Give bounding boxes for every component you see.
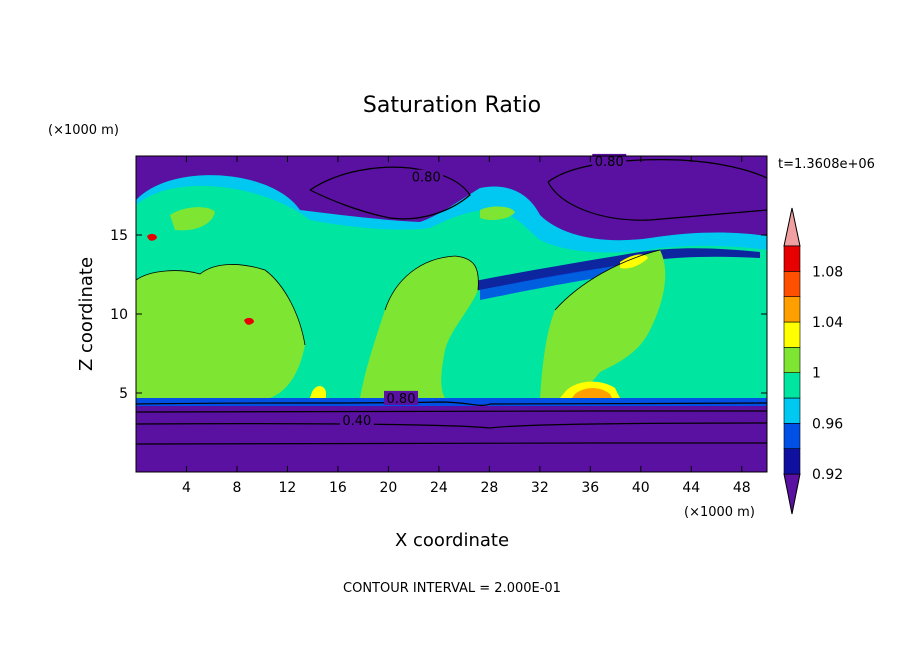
contour-080-top-right: [547, 159, 767, 221]
x-tick-label: 40: [632, 480, 650, 496]
x-tick-label: 4: [182, 480, 191, 496]
low-dry-layer: [136, 406, 767, 472]
cloud-bulge-top: [480, 206, 515, 220]
x-tick-label: 8: [232, 480, 241, 496]
yellow-spot-3: [620, 254, 648, 269]
x-tick-label: 44: [682, 480, 700, 496]
x-axis-label: X coordinate: [395, 530, 509, 551]
y-unit-label: (×1000 m): [48, 123, 119, 138]
cloud-contour: [136, 249, 661, 346]
contour-020-low: [136, 441, 767, 445]
x-tick-label: 48: [733, 480, 751, 496]
cloud-bulge-center: [360, 256, 479, 398]
contour-label-backdrop: [384, 390, 419, 405]
x-tick-label: 24: [430, 480, 448, 496]
yellow-spot-2: [310, 386, 326, 398]
red-spot: [244, 317, 254, 325]
red-spot-2: [147, 233, 157, 241]
colorbar-swatch: [783, 271, 801, 297]
x-tick-label: 32: [531, 480, 549, 496]
chart-title: Saturation Ratio: [363, 93, 541, 118]
y-tick-label: 10: [110, 307, 128, 323]
colorbar-swatch: [783, 397, 801, 424]
contour-labels: 0.80 0.80 0.80 0.40: [339, 153, 627, 429]
colorbar-swatch: [783, 296, 801, 323]
colorbar-tick-label: 0.92: [812, 467, 843, 483]
colorbar: 0.92 0.96 1 1.04 1.08: [783, 207, 843, 515]
time-label: t=1.3608e+06: [778, 157, 875, 172]
contour-label-backdrop: [409, 169, 444, 184]
colorbar-swatch: [783, 448, 801, 475]
y-axis: 5 10 15: [110, 228, 767, 402]
colorbar-swatch: [783, 372, 801, 399]
contour-080-top: [309, 166, 471, 220]
colorbar-tick-label: 1.04: [812, 315, 843, 331]
colorbar-bottom-arrow: [783, 473, 801, 515]
y-axis-label: Z coordinate: [76, 257, 97, 371]
contour-060-low: [136, 410, 767, 413]
colorbar-swatch: [783, 321, 801, 348]
colorbar-tick-label: 1: [812, 366, 821, 382]
x-tick-label: 16: [329, 480, 347, 496]
x-tick-label: 12: [279, 480, 297, 496]
x-tick-label: 36: [581, 480, 599, 496]
x-axis: 4 8 12 16 20 24 28 32 36 40 44 48: [182, 156, 751, 496]
colorbar-swatch: [783, 245, 801, 272]
colorbar-swatch: [783, 347, 801, 373]
cloud-bulge-far-left: [170, 207, 215, 231]
orange-spot: [572, 388, 612, 398]
colorbar-top-arrow: [783, 207, 801, 247]
contour-label-backdrop: [339, 413, 374, 428]
cloud-bulge-left: [136, 264, 305, 398]
x-unit-label: (×1000 m): [684, 505, 755, 520]
contour-label: 0.80: [595, 155, 624, 170]
contour-040-low: [136, 422, 767, 429]
dark-band: [470, 248, 760, 292]
contour-interval-note: CONTOUR INTERVAL = 2.000E-01: [343, 581, 561, 596]
plot-field: [136, 156, 767, 472]
contour-label-backdrop: [592, 153, 627, 168]
colorbar-swatch: [783, 423, 801, 449]
colorbar-tick-label: 0.96: [812, 416, 843, 432]
colorbar-tick-label: 1.08: [812, 264, 843, 280]
y-tick-label: 5: [119, 386, 128, 402]
contour-label: 0.80: [387, 392, 416, 407]
contour-label: 0.40: [342, 414, 371, 429]
cloud-bulge-right: [540, 250, 666, 398]
x-tick-label: 20: [379, 480, 397, 496]
y-tick-label: 15: [110, 228, 128, 244]
contour-080-low: [136, 401, 767, 406]
x-tick-label: 28: [480, 480, 498, 496]
contour-label: 0.80: [412, 171, 441, 186]
